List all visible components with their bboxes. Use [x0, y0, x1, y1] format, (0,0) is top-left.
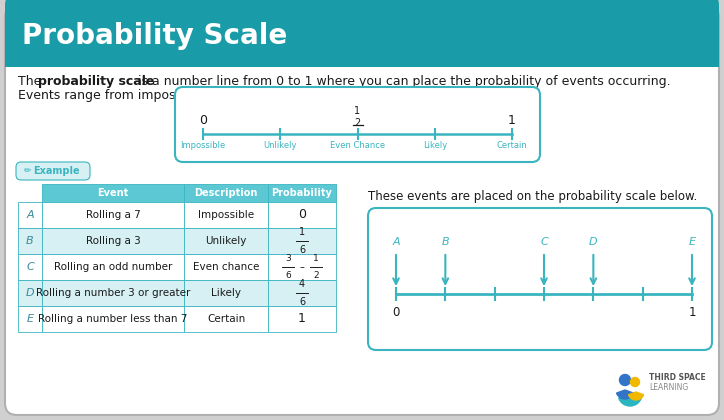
Text: is a number line from 0 to 1 where you can place the probability of events occur: is a number line from 0 to 1 where you c…	[134, 75, 670, 88]
Bar	[42, 202, 184, 228]
Bar	[268, 228, 336, 254]
FancyBboxPatch shape	[5, 5, 719, 415]
Text: –: –	[300, 262, 304, 272]
Text: Rolling an odd number: Rolling an odd number	[54, 262, 172, 272]
Text: 6: 6	[299, 245, 305, 255]
Text: 1: 1	[298, 312, 306, 326]
Text: Likely: Likely	[423, 141, 447, 150]
Text: 1: 1	[508, 114, 516, 127]
Wedge shape	[617, 390, 634, 399]
Bar	[268, 202, 336, 228]
Text: Unlikely: Unlikely	[264, 141, 297, 150]
Bar	[42, 254, 184, 280]
Text: Example: Example	[33, 166, 80, 176]
Text: D: D	[589, 237, 597, 247]
Text: LEARNING: LEARNING	[649, 383, 689, 392]
Text: Even chance: Even chance	[193, 262, 259, 272]
Wedge shape	[628, 392, 644, 400]
Text: A: A	[26, 210, 34, 220]
Circle shape	[631, 378, 639, 386]
Bar	[268, 254, 336, 280]
Text: 1: 1	[299, 227, 305, 237]
Text: Probability Scale: Probability Scale	[22, 22, 287, 50]
Text: 0: 0	[199, 114, 207, 127]
Text: D: D	[25, 288, 34, 298]
Text: 3: 3	[285, 254, 291, 263]
Text: 0: 0	[298, 208, 306, 221]
Text: A: A	[392, 237, 400, 247]
Bar	[42, 306, 184, 332]
Text: E: E	[27, 314, 33, 324]
Bar	[184, 306, 268, 332]
FancyBboxPatch shape	[5, 0, 719, 67]
Text: THIRD SPACE: THIRD SPACE	[649, 373, 706, 382]
Text: Rolling a 7: Rolling a 7	[85, 210, 140, 220]
Bar	[184, 280, 268, 306]
Text: Likely: Likely	[211, 288, 241, 298]
Text: Rolling a number less than 7: Rolling a number less than 7	[38, 314, 188, 324]
Text: C: C	[26, 262, 34, 272]
Text: Rolling a 3: Rolling a 3	[85, 236, 140, 246]
Bar	[184, 202, 268, 228]
Bar	[18, 306, 42, 332]
Text: Unlikely: Unlikely	[206, 236, 247, 246]
Text: Impossible: Impossible	[198, 210, 254, 220]
Text: 6: 6	[285, 271, 291, 280]
Text: probability scale: probability scale	[38, 75, 154, 88]
Text: 0: 0	[392, 306, 400, 319]
Bar	[5, 55, 719, 67]
Bar	[268, 306, 336, 332]
Bar	[268, 280, 336, 306]
Text: Certain: Certain	[207, 314, 245, 324]
Text: B: B	[442, 237, 449, 247]
Text: The: The	[18, 75, 46, 88]
Text: Impossible: Impossible	[180, 141, 226, 150]
Text: E: E	[689, 237, 696, 247]
Text: 1: 1	[689, 306, 696, 319]
Text: Rolling a number 3 or greater: Rolling a number 3 or greater	[35, 288, 190, 298]
Text: Even Chance: Even Chance	[330, 141, 385, 150]
Text: 1: 1	[313, 254, 319, 263]
Text: These events are placed on the probability scale below.: These events are placed on the probabili…	[368, 190, 697, 203]
Bar	[42, 184, 184, 202]
FancyBboxPatch shape	[16, 162, 90, 180]
Text: 4: 4	[299, 279, 305, 289]
Circle shape	[620, 375, 631, 386]
Bar	[18, 254, 42, 280]
Text: C: C	[540, 237, 548, 247]
Bar	[18, 280, 42, 306]
Text: B: B	[26, 236, 34, 246]
Text: Description: Description	[194, 188, 258, 198]
Bar	[18, 228, 42, 254]
Bar	[268, 184, 336, 202]
FancyBboxPatch shape	[368, 208, 712, 350]
Bar	[184, 228, 268, 254]
Bar	[184, 254, 268, 280]
Text: Probability: Probability	[272, 188, 332, 198]
FancyBboxPatch shape	[175, 87, 540, 162]
Text: Certain: Certain	[497, 141, 527, 150]
Wedge shape	[619, 394, 641, 406]
Bar	[184, 184, 268, 202]
Bar	[18, 202, 42, 228]
Bar	[42, 280, 184, 306]
Text: 1: 1	[355, 106, 361, 116]
Text: ✏: ✏	[24, 166, 32, 176]
Text: Event: Event	[97, 188, 129, 198]
Text: 2: 2	[354, 118, 361, 128]
Text: Events range from impossible to certain.: Events range from impossible to certain.	[18, 89, 273, 102]
Bar	[42, 228, 184, 254]
Text: 6: 6	[299, 297, 305, 307]
Text: 2: 2	[313, 271, 319, 280]
